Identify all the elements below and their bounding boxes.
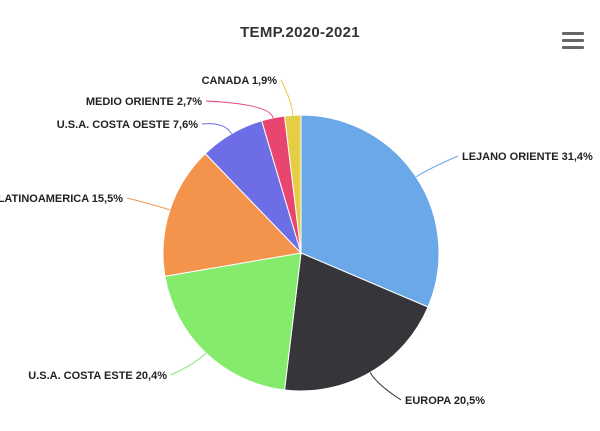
chart-title: TEMP.2020-2021 [240, 24, 360, 41]
slice-label: EUROPA 20,5% [405, 395, 485, 407]
chart-menu-button[interactable] [562, 32, 584, 50]
slice-label: MEDIO ORIENTE 2,7% [86, 96, 202, 108]
slice-label: U.S.A. COSTA OESTE 7,6% [57, 119, 198, 131]
pie-slice[interactable] [284, 252, 429, 392]
slice-label: CANADA 1,9% [202, 75, 278, 87]
connector-line [170, 352, 207, 376]
hamburger-menu-icon [562, 32, 584, 49]
connector-line [415, 155, 459, 178]
connector-line [280, 79, 294, 116]
slice-label: LEJANO ORIENTE 31,4% [462, 151, 593, 163]
connector-line [201, 123, 232, 135]
connector-line [369, 372, 402, 401]
connector-line [126, 197, 171, 211]
pie-slice[interactable] [164, 252, 302, 391]
slice-label: LATINOAMERICA 15,5% [0, 193, 123, 205]
connector-line [205, 100, 274, 119]
slice-label: U.S.A. COSTA ESTE 20,4% [28, 370, 167, 382]
